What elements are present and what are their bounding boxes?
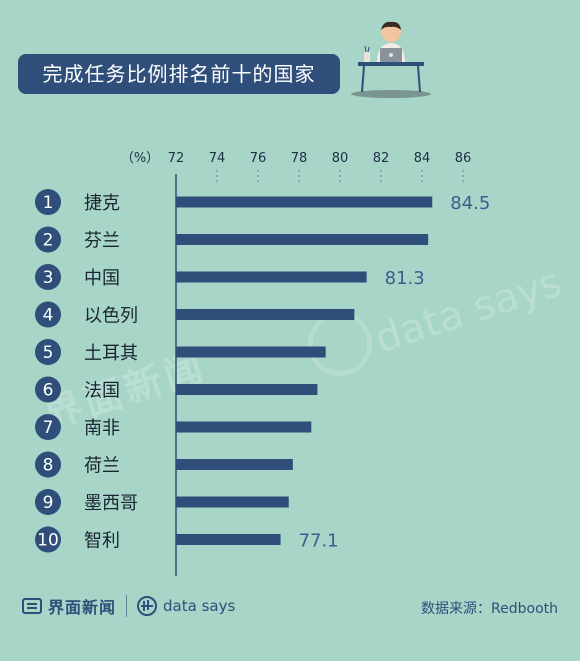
rank-badge [35, 189, 61, 215]
category-label: 南非 [84, 418, 120, 439]
x-tick-label: 80 [332, 151, 349, 166]
bar [176, 496, 289, 508]
rank-badge [35, 376, 61, 403]
data-label: 81.3 [385, 268, 425, 289]
rank-number: 7 [43, 418, 54, 438]
rank-number: 9 [43, 493, 54, 513]
footer-divider [126, 595, 128, 617]
rank-badge [35, 451, 61, 478]
rank-number: 2 [43, 231, 54, 251]
x-tick-label: 72 [168, 151, 185, 166]
category-label: 土耳其 [84, 343, 138, 364]
category-label: 法国 [84, 381, 120, 402]
x-tick-label: 86 [455, 151, 472, 166]
footer-brand: 界面新闻 data says [22, 594, 235, 618]
rank-badge [35, 489, 61, 515]
x-tick-label: 82 [373, 151, 390, 166]
footer-source: 数据来源：Redbooth [421, 601, 558, 617]
bar [176, 196, 433, 208]
rank-badge [35, 264, 61, 290]
bar [176, 271, 367, 283]
chart-title: 完成任务比例排名前十的国家 [18, 54, 340, 94]
x-tick-label: 74 [209, 151, 226, 166]
data-label: 84.5 [450, 193, 490, 214]
bar [176, 234, 429, 245]
rank-number: 5 [43, 343, 54, 363]
footer-brand2-name: data says [163, 597, 236, 615]
bar [176, 534, 281, 545]
footer: 界面新闻 data says 数据来源：Redbooth [0, 590, 580, 630]
rank-badge [35, 414, 61, 440]
category-label: 以色列 [84, 306, 138, 327]
person-at-desk-illustration [351, 21, 431, 98]
rank-number: 6 [43, 381, 54, 401]
rank-number: 10 [37, 531, 59, 551]
x-tick-label: 84 [414, 151, 431, 166]
unit-label: （%） [121, 151, 159, 166]
rank-number: 1 [43, 193, 54, 213]
rank-badge [35, 301, 61, 328]
rank-number: 4 [43, 306, 54, 326]
category-label: 捷克 [84, 193, 120, 214]
rank-number: 8 [43, 456, 54, 476]
x-tick-label: 76 [250, 151, 267, 166]
category-label: 墨西哥 [84, 493, 138, 514]
footer-brand-name: 界面新闻 [48, 598, 117, 617]
bar [176, 309, 355, 320]
bar-chart: （%） 72 74 76 78 80 82 84 861 捷克 84.52 芬兰3 中国 81.34 以色列… [35, 151, 490, 576]
category-label: 芬兰 [84, 231, 120, 252]
category-label: 中国 [84, 268, 120, 289]
category-label: 智利 [84, 531, 120, 552]
bar [176, 346, 326, 358]
rank-number: 3 [43, 268, 54, 288]
jiemian-logo-icon [22, 598, 42, 614]
bar [176, 421, 312, 433]
rank-badge [35, 526, 61, 553]
bar [176, 384, 318, 395]
datasays-logo-icon [137, 596, 158, 616]
data-label: 77.1 [299, 531, 339, 552]
rank-badge [35, 226, 61, 253]
rank-badge [35, 339, 61, 365]
category-label: 荷兰 [84, 456, 120, 477]
x-tick-label: 78 [291, 151, 308, 166]
bar [176, 459, 293, 470]
